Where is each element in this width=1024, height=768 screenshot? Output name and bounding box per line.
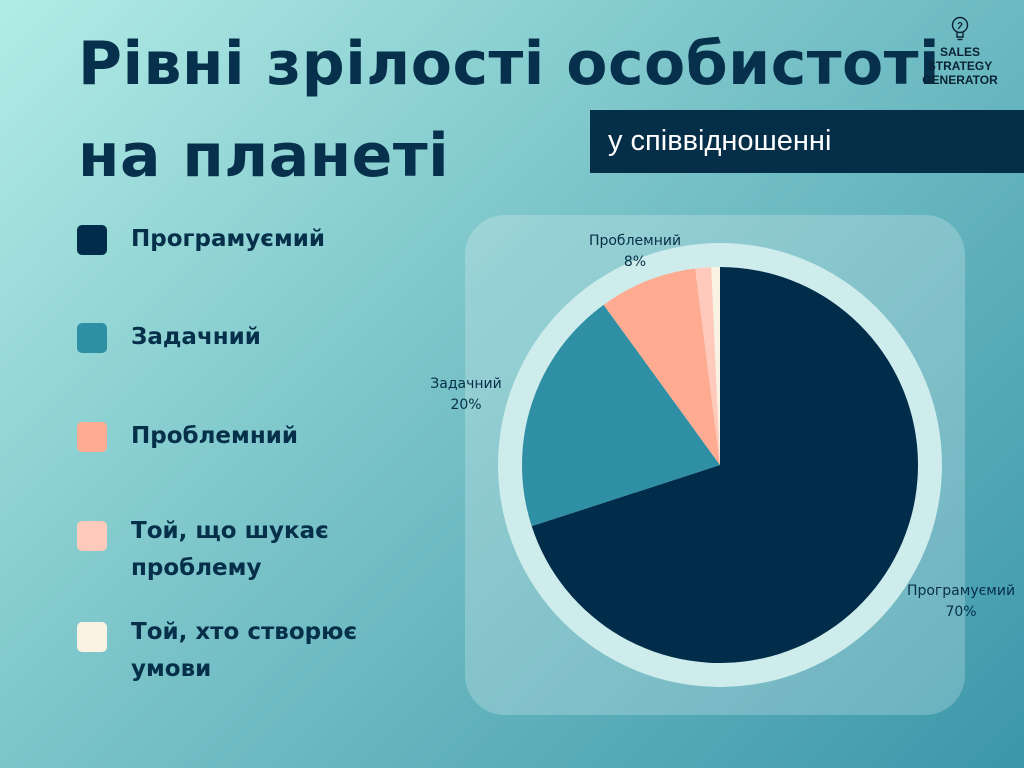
legend-label: Той, хто створює умови <box>131 619 358 682</box>
legend-swatch <box>77 521 107 551</box>
data-label-task-value: 20% <box>450 397 481 413</box>
subtitle-text: у співвідношенні <box>608 125 832 157</box>
pie-slice-2 <box>522 304 720 527</box>
page-title: Рівні зрілості особистоті на планеті <box>78 18 940 202</box>
subtitle-banner: у співвідношенні <box>590 110 1024 173</box>
legend-swatch <box>77 225 107 255</box>
pie-data-labels: Проблемний 8% Задачний 20% Програмуємий … <box>430 233 1015 620</box>
data-label-problem-name: Проблемний <box>589 233 681 249</box>
logo-line-2: STRATEGY <box>927 59 993 73</box>
pie-slice-3 <box>603 268 720 465</box>
legend-swatch <box>77 622 107 652</box>
legend-label: Проблемний <box>131 423 298 449</box>
pie-slice-5 <box>711 267 720 465</box>
pie-slice-4 <box>695 267 720 465</box>
pie-slices <box>522 267 918 663</box>
data-label-task-name: Задачний <box>430 376 501 392</box>
brand-logo: SALES STRATEGY GENERATOR <box>915 16 1005 87</box>
legend-swatch <box>77 323 107 353</box>
data-label-programmable-name: Програмуємий <box>907 583 1015 599</box>
logo-line-3: GENERATOR <box>922 73 998 87</box>
logo-line-1: SALES <box>939 45 980 59</box>
title-line-1: Рівні зрілості особистоті <box>78 29 941 99</box>
legend-label: Той, що шукає проблему <box>131 518 329 581</box>
legend-swatch <box>77 422 107 452</box>
lightbulb-icon <box>951 16 969 41</box>
data-label-problem-value: 8% <box>624 254 646 270</box>
legend-label: Програмуємий <box>131 226 325 252</box>
title-line-2: на планеті <box>78 121 450 191</box>
pie-slice-1 <box>531 267 918 663</box>
legend-label: Задачний <box>131 324 261 350</box>
data-label-programmable-value: 70% <box>945 604 976 620</box>
